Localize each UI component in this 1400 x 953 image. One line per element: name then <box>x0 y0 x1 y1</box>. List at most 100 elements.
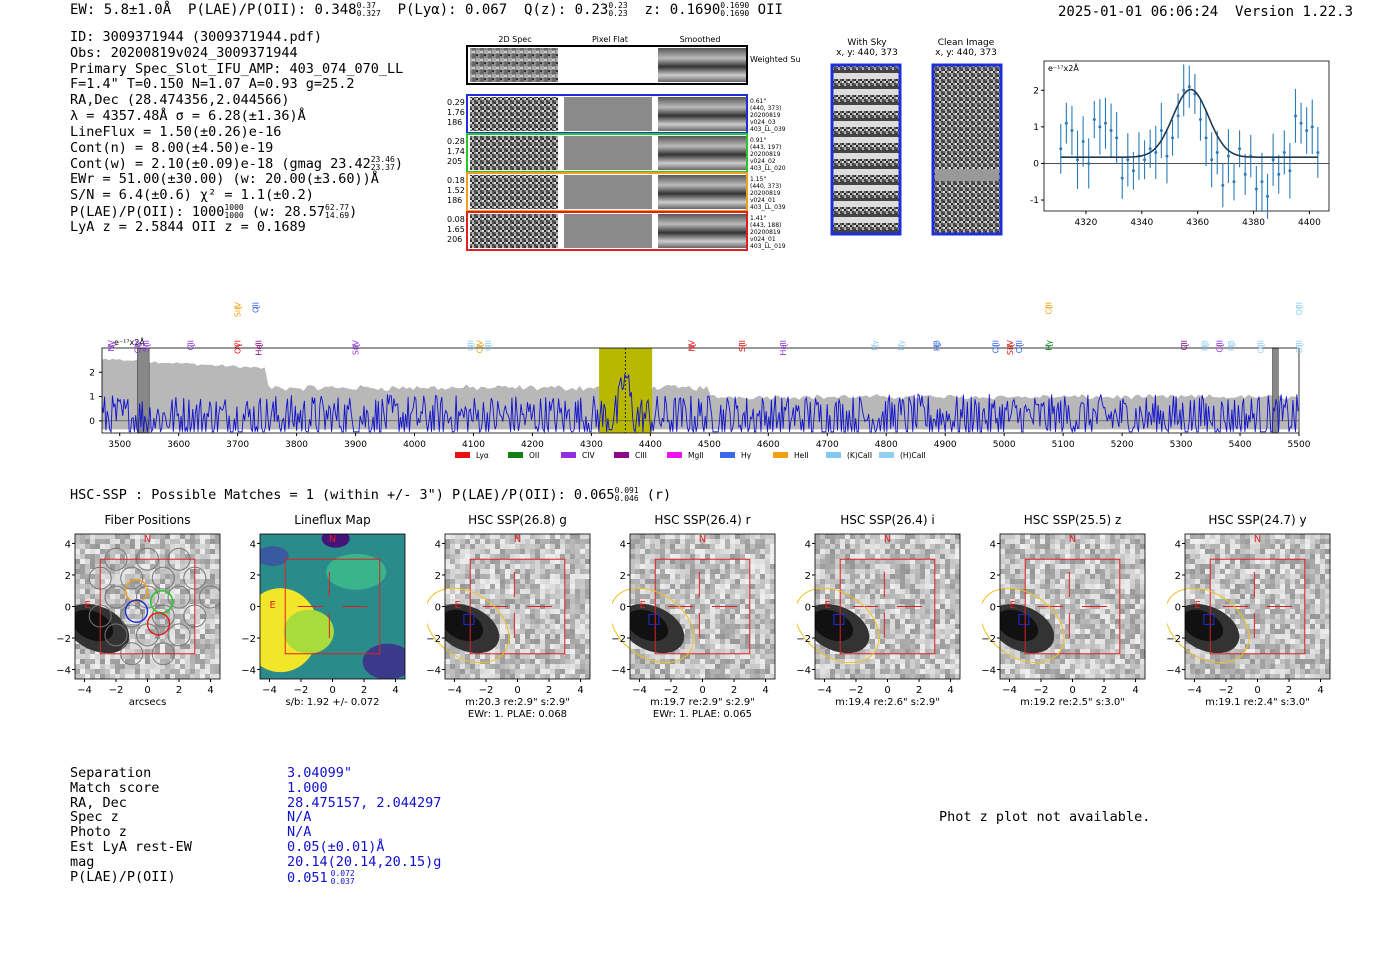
line-marker-label: CII <box>1180 340 1189 350</box>
table-value: 1.000 <box>287 779 328 796</box>
y-tick-label: 0 <box>250 603 256 614</box>
y-tick-label: 0 <box>65 603 71 614</box>
y-tick-label: 0 <box>89 417 95 427</box>
line-marker-bracket: { <box>107 343 116 348</box>
with-sky-image <box>830 63 902 236</box>
match-ellipse <box>982 587 1065 664</box>
info-contn: Cont(n) = 8.00(±4.50)e-19 <box>70 139 274 156</box>
table-label: Match score <box>70 779 160 796</box>
data-point <box>1282 150 1286 154</box>
line-marker-label: Hβ <box>1227 340 1236 351</box>
plot-frame <box>1043 60 1330 212</box>
line-marker-bracket: { <box>870 343 879 348</box>
x-tick-label: 4320 <box>1074 218 1097 228</box>
table-plae-lo: 0.037 <box>330 876 355 886</box>
north-label: N <box>144 534 151 545</box>
info-plae-w-lo: 14.69 <box>325 210 350 220</box>
info-radec: RA,Dec (28.474356,2.044566) <box>70 92 290 109</box>
data-point <box>1305 129 1309 133</box>
cutout-image <box>445 534 590 679</box>
y-tick-label: 4 <box>435 539 441 550</box>
cutout-image <box>75 534 220 679</box>
y-tick-label: −2 <box>57 634 71 645</box>
data-point <box>1271 158 1275 162</box>
legend-label: (H)CaII <box>900 451 926 460</box>
header-z-hi: 0.1690 <box>720 1 750 10</box>
legend-swatch <box>826 452 841 458</box>
spec2d-row-meta: 20200819 <box>750 190 781 197</box>
cutout-xlabel: m:19.2 re:2.5" s:3.0" <box>1020 697 1125 708</box>
line-marker-label: NV <box>107 339 116 351</box>
cutout-panels: Fiber Positions N E −4 −4 −2 −2 0 0 2 2 4 4 arcsecs Li… <box>0 510 1400 730</box>
hsc-match-summary: HSC-SSP : Possible Matches = 1 (within +… <box>70 487 671 504</box>
table-value-plae-row: 0.051 0.072 0.037 <box>287 869 441 886</box>
spec2d-row-meta: (443, 188) <box>750 222 781 229</box>
x-tick-label: 0 <box>329 685 335 696</box>
plot-frame <box>101 347 1300 434</box>
header-qz-hi: 0.23 <box>608 1 628 10</box>
header-ew: EW: 5.8±1.0Å <box>70 2 172 18</box>
y-tick-label: −2 <box>982 634 996 645</box>
info-lyaz: LyA z = 2.5844 OII z = 0.1689 <box>70 218 306 235</box>
y-tick-label: 0 <box>1175 603 1181 614</box>
info-plae-lo: 1000 <box>224 210 244 220</box>
cutout-title: HSC SSP(25.5) z <box>1024 513 1122 527</box>
info-plae: P(LAE)/P(OII): 1000 <box>70 203 225 220</box>
data-point <box>1131 169 1135 173</box>
line-marker-bracket: { <box>932 343 941 348</box>
cutout-xlabel: m:19.1 re:2.4" s:3.0" <box>1205 697 1310 708</box>
cutout-xlabel: s/b: 1.92 +/- 0.072 <box>285 697 379 708</box>
line-marker-bracket: { <box>1257 343 1266 348</box>
line-marker-bracket: { <box>738 343 747 348</box>
spec2d-col-label-0: 2D Spec <box>498 35 531 44</box>
x-tick-label: 4380 <box>1242 218 1265 228</box>
x-tick-label: 0 <box>144 685 150 696</box>
x-tick-label: 4 <box>1132 685 1138 696</box>
header-plae-value: 0.348 <box>314 2 357 18</box>
y-tick-label: −2 <box>1167 634 1181 645</box>
full-spectrum-plot: 0 1 2 3500 3600 3700 3800 3900 4000 4100 4200 4300 4… <box>89 301 1311 460</box>
x-tick-label: 0 <box>699 685 705 696</box>
data-point <box>1232 180 1236 184</box>
x-tick-label: −2 <box>479 685 494 696</box>
fiber-highlight <box>124 599 149 623</box>
legend-swatch <box>508 452 523 458</box>
x-tick-label: 3900 <box>344 440 367 450</box>
spec2d-row-meta: 403_LL_039 <box>750 204 786 211</box>
line-marker-label: SiIV <box>1006 339 1015 355</box>
legend-swatch <box>667 452 682 458</box>
cutout-xlabel: m:20.3 re:2.9" s:2.9" <box>465 697 570 708</box>
spec2d-row-meta: 1.15" <box>750 176 766 183</box>
table-value: 0.05(±0.01)Å <box>287 838 385 855</box>
legend-swatch <box>720 452 735 458</box>
cutout-lineflux: Lineflux Map N E −4 −4 −2 −2 0 0 2 2 4 4 s/b: 1.92 +/… <box>242 513 406 708</box>
x-tick-label: 0 <box>514 685 520 696</box>
cutout-image <box>1000 534 1145 679</box>
cutout-fiber: Fiber Positions N E −4 −4 −2 −2 0 0 2 2 4 4 arcsecs <box>57 513 221 708</box>
x-tick-label: 4300 <box>580 440 603 450</box>
line-marker-bracket: { <box>1295 343 1304 348</box>
spec2d-row-stat: 0.29 <box>447 98 465 107</box>
y-tick-label: -1 <box>1030 196 1039 206</box>
match-marker <box>463 613 475 625</box>
east-label: E <box>1009 600 1015 611</box>
header-qz: Q(z): 0.23 <box>524 2 609 18</box>
gaussian-fit-line <box>1060 88 1318 158</box>
table-label: P(LAE)/P(OII) <box>70 868 176 885</box>
x-tick-label: −2 <box>664 685 679 696</box>
spec2d-row-flat <box>564 136 652 170</box>
x-tick-label: 5400 <box>1229 440 1252 450</box>
x-tick-label: 2 <box>1101 685 1107 696</box>
x-tick-label: 4400 <box>1298 218 1321 228</box>
info-contw-lo: 23.37 <box>370 163 395 173</box>
header-timestamp-version: 2025-01-01 06:06:24 Version 1.22.3 <box>1058 4 1353 20</box>
data-point <box>1148 147 1152 151</box>
x-tick-label: 5500 <box>1288 440 1311 450</box>
data-point <box>1215 150 1219 154</box>
data-point <box>1143 158 1147 162</box>
match-ellipse <box>427 587 510 664</box>
legend-label: OII <box>529 451 539 460</box>
spec2d-row-smoothed <box>658 175 746 209</box>
x-tick-label: −2 <box>1034 685 1049 696</box>
aperture-box <box>469 558 566 655</box>
